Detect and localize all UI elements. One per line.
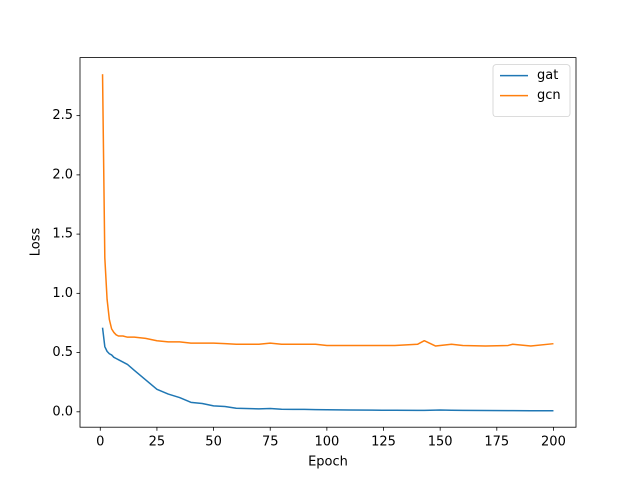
line-series xyxy=(101,327,554,412)
x-tick-label: 100 xyxy=(314,435,339,450)
y-tick-label: 1.5 xyxy=(52,227,73,242)
x-tick-label: 25 xyxy=(149,435,166,450)
y-tick-label: 2.0 xyxy=(52,167,73,182)
x-tick-label: 75 xyxy=(262,435,279,450)
y-tick-label: 1.0 xyxy=(52,286,73,301)
legend-label: gat xyxy=(537,68,558,83)
x-tick-label: 200 xyxy=(541,435,566,450)
y-tick-label: 0.0 xyxy=(52,404,73,419)
x-tick-label: 0 xyxy=(96,435,104,450)
plot-frame xyxy=(79,57,577,428)
line-series xyxy=(101,74,554,347)
y-tick-label: 2.5 xyxy=(52,108,73,123)
x-tick-label: 150 xyxy=(428,435,453,450)
x-axis-label: Epoch xyxy=(308,455,348,470)
y-axis-label: Loss xyxy=(29,228,44,257)
y-tick-label: 0.5 xyxy=(52,345,73,360)
x-tick-label: 125 xyxy=(371,435,396,450)
legend-box xyxy=(492,64,571,117)
x-tick-label: 175 xyxy=(484,435,509,450)
x-tick-label: 50 xyxy=(205,435,222,450)
legend-label: gcn xyxy=(537,88,561,103)
